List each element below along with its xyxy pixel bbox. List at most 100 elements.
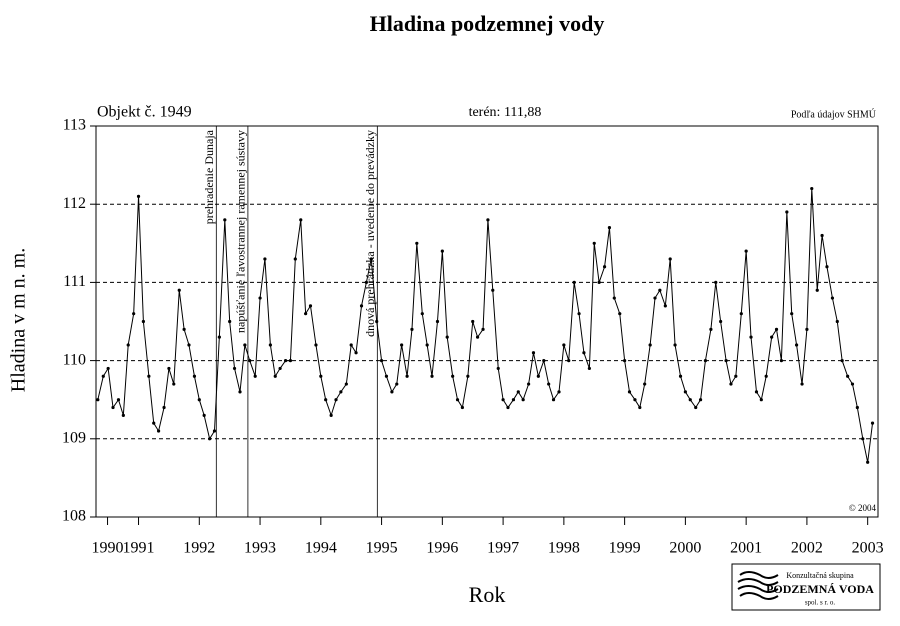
y-tick-label: 108 [62,508,86,525]
data-point [466,374,470,378]
data-point [471,319,475,324]
data-point [770,335,774,339]
data-point [557,390,561,394]
source: Podľa údajov SHMÚ [791,108,877,120]
data-point [481,327,485,331]
x-tick-label: 1990 [92,540,124,557]
data-point [364,280,368,284]
data-point [678,374,683,378]
data-point [212,429,217,433]
x-tick-label: 1994 [305,540,337,557]
data-point [840,359,844,363]
data-point [101,374,105,378]
data-point [698,398,703,402]
data-point [314,343,318,347]
data-point [688,398,692,402]
data-point [764,374,768,378]
data-point [673,343,677,347]
x-tick-label: 1992 [183,540,215,557]
data-point [815,288,819,292]
data-point [253,374,257,378]
data-point [658,288,662,292]
y-tick-label: 112 [63,195,86,212]
data-point [719,319,723,324]
data-point [460,405,464,410]
data-point [850,382,855,386]
data-point [846,374,850,378]
data-point [855,405,859,410]
data-point [405,374,409,378]
data-point [592,241,596,245]
logo-icon [737,571,779,600]
data-point [344,382,348,386]
data-point [278,366,282,371]
data-point [663,304,667,308]
data-point [379,359,384,363]
data-point [208,437,212,441]
data-point [810,186,814,191]
data-point [106,366,110,371]
event-label: prehradenie Dunaja [202,129,216,224]
data-point [232,366,237,371]
y-tick-label: 113 [63,117,86,134]
data-point [187,343,191,347]
data-point [329,413,333,417]
data-point [415,241,419,245]
data-point [354,351,358,355]
data-point [182,327,186,331]
data-point [395,382,399,386]
data-point [304,312,308,316]
data-point [299,218,303,222]
data-point [248,359,252,363]
data-point [451,374,455,378]
data-point [243,343,247,347]
data-point [384,374,389,378]
data-point [375,319,379,324]
data-point [192,374,197,378]
data-point [582,351,586,355]
data-point [400,343,404,347]
logo: Konzultačná skupina PODZEMNÁ VODA spol. … [731,563,881,611]
data-point [577,312,581,316]
data-point [531,351,536,355]
data-point [759,398,763,402]
data-point [779,359,783,363]
data-point [258,296,262,300]
data-point [132,312,136,316]
data-point [653,296,657,300]
data-point [319,374,323,378]
data-point [668,257,672,261]
data-point [547,382,551,386]
data-point [638,405,642,410]
data-point [228,319,232,324]
x-tick-label: 1996 [426,540,458,557]
data-point [627,390,632,394]
data-point [475,335,480,339]
data-point [516,390,520,394]
data-point [136,194,141,198]
y-tick-label: 111 [63,273,86,290]
data-point [435,319,440,324]
data-point [152,421,156,425]
data-point [496,366,500,371]
x-tick-label: 1995 [366,540,398,557]
data-point [349,343,353,347]
data-point [126,343,130,347]
data-point [536,374,540,378]
data-point [116,398,121,402]
data-point [491,288,495,292]
data-point [572,280,576,284]
data-point [794,343,799,347]
data-point [709,327,713,331]
data-point [612,296,616,300]
data-point [714,280,718,284]
data-point [800,382,804,386]
data-point [334,398,338,402]
data-point [618,312,622,316]
logo-line: spol. s r. o. [805,599,836,607]
data-point [587,366,591,371]
data-point [263,257,267,261]
data-point [506,405,510,410]
data-point [308,304,313,308]
data-point [217,335,221,339]
